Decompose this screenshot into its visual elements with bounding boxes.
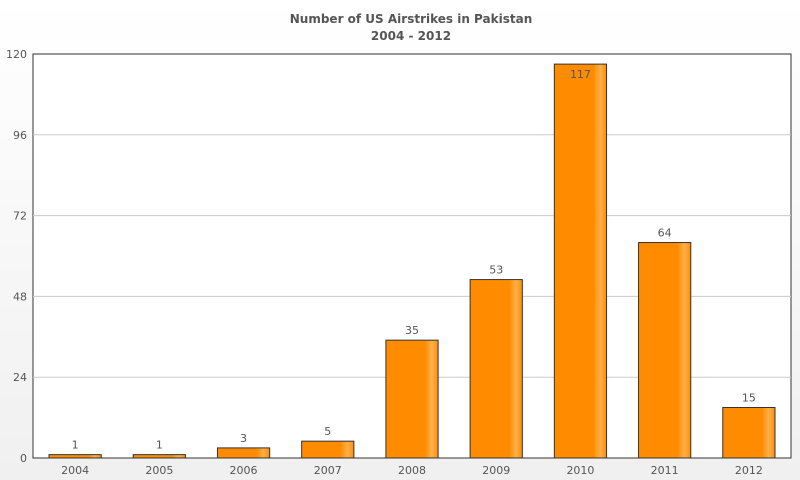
x-tick-label: 2004 [61,464,89,477]
bar [301,440,355,459]
data-label: 5 [324,425,331,438]
chart-title: Number of US Airstrikes in Pakistan [290,12,532,26]
x-tick-label: 2006 [230,464,258,477]
x-axis-ticks: 2004 2005 2006 2007 2008 2009 2010 2011 2012 [61,464,763,477]
bars [48,63,776,459]
x-tick-label: 2009 [482,464,510,477]
bar [132,454,186,459]
y-tick-label: 48 [13,290,27,303]
bar [385,339,439,459]
x-tick-label: 2005 [145,464,173,477]
y-tick-label: 120 [6,48,27,61]
bar [722,407,776,459]
x-tick-label: 2008 [398,464,426,477]
data-label: 15 [742,392,756,405]
y-axis-ticks: 0 24 48 72 96 120 [6,48,27,465]
y-tick-label: 72 [13,210,27,223]
data-label: 3 [240,432,247,445]
x-tick-label: 2012 [735,464,763,477]
data-label: 64 [658,227,672,240]
x-tick-label: 2010 [566,464,594,477]
data-label: 1 [72,439,79,452]
x-tick-label: 2011 [651,464,679,477]
data-label: 117 [570,68,591,81]
y-tick-label: 0 [20,452,27,465]
chart-subtitle: 2004 - 2012 [371,29,451,43]
bar [469,279,523,459]
data-label: 1 [156,439,163,452]
y-tick-label: 96 [13,129,27,142]
y-tick-label: 24 [13,371,27,384]
bar [638,242,692,459]
bar [553,63,608,459]
x-tick-label: 2007 [314,464,342,477]
data-label: 53 [489,264,503,277]
bar [216,447,271,459]
data-label: 35 [405,324,419,337]
bar [48,454,102,459]
